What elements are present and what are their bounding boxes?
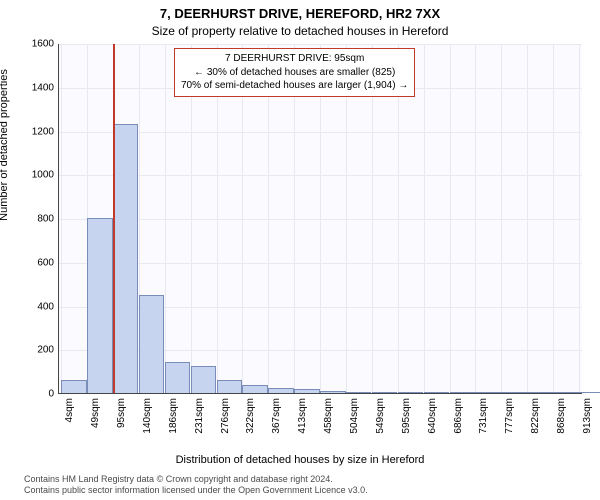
histogram-bar <box>191 366 216 393</box>
histogram-bar <box>372 392 397 393</box>
histogram-bar <box>450 392 475 393</box>
histogram-bar <box>242 385 267 393</box>
histogram-bar <box>579 392 600 393</box>
histogram-bar <box>294 389 319 393</box>
x-tick-label: 231sqm <box>194 398 205 434</box>
x-tick-label: 413sqm <box>297 398 308 434</box>
histogram-bar <box>113 124 138 393</box>
x-tick-label: 595sqm <box>401 398 412 434</box>
chart-title-main: 7, DEERHURST DRIVE, HEREFORD, HR2 7XX <box>0 6 600 21</box>
x-tick-label: 322sqm <box>245 398 256 434</box>
x-tick-label: 868sqm <box>556 398 567 434</box>
x-tick-label: 640sqm <box>427 398 438 434</box>
y-tick-label: 1200 <box>14 126 54 137</box>
histogram-bar <box>398 392 423 393</box>
x-tick-label: 777sqm <box>504 398 515 434</box>
x-tick-label: 504sqm <box>349 398 360 434</box>
property-info-box: 7 DEERHURST DRIVE: 95sqm← 30% of detache… <box>174 48 415 97</box>
x-tick-label: 276sqm <box>220 398 231 434</box>
histogram-bar <box>320 391 345 393</box>
x-tick-label: 822sqm <box>530 398 541 434</box>
y-tick-label: 400 <box>14 301 54 312</box>
info-box-line: 70% of semi-detached houses are larger (… <box>181 79 408 93</box>
x-tick-label: 186sqm <box>168 398 179 434</box>
x-tick-label: 913sqm <box>582 398 593 434</box>
x-tick-label: 367sqm <box>271 398 282 434</box>
histogram-bar <box>424 392 449 393</box>
histogram-bar <box>87 218 112 393</box>
gridline-vertical <box>527 44 528 393</box>
histogram-bar <box>268 388 293 393</box>
plot-area: 7 DEERHURST DRIVE: 95sqm← 30% of detache… <box>58 44 582 394</box>
y-tick-label: 0 <box>14 389 54 400</box>
y-tick-label: 1400 <box>14 82 54 93</box>
gridline-vertical <box>424 44 425 393</box>
x-tick-label: 458sqm <box>323 398 334 434</box>
y-tick-label: 600 <box>14 257 54 268</box>
property-marker-line <box>113 44 115 393</box>
attribution-line: Contains HM Land Registry data © Crown c… <box>24 474 368 485</box>
gridline-vertical <box>501 44 502 393</box>
x-tick-label: 731sqm <box>478 398 489 434</box>
y-tick-label: 800 <box>14 214 54 225</box>
gridline-vertical <box>165 44 166 393</box>
info-box-line: 7 DEERHURST DRIVE: 95sqm <box>181 52 408 66</box>
attribution-line: Contains public sector information licen… <box>24 485 368 496</box>
histogram-bar <box>139 295 164 393</box>
histogram-bar <box>346 392 371 393</box>
x-axis-label: Distribution of detached houses by size … <box>0 454 600 466</box>
y-tick-label: 1600 <box>14 39 54 50</box>
histogram-bar <box>61 380 86 393</box>
gridline-vertical <box>450 44 451 393</box>
gridline-vertical <box>61 44 62 393</box>
info-box-line: ← 30% of detached houses are smaller (82… <box>181 66 408 80</box>
y-axis-label: Number of detached properties <box>0 55 10 235</box>
histogram-bar <box>165 362 190 393</box>
x-tick-label: 4sqm <box>64 398 75 422</box>
chart-title-sub: Size of property relative to detached ho… <box>0 24 600 38</box>
attribution-text: Contains HM Land Registry data © Crown c… <box>24 474 368 497</box>
gridline-vertical <box>475 44 476 393</box>
gridline-vertical <box>579 44 580 393</box>
histogram-bar <box>217 380 242 393</box>
y-tick-label: 1000 <box>14 170 54 181</box>
histogram-bar <box>475 392 500 393</box>
histogram-bar <box>501 392 526 393</box>
x-tick-label: 140sqm <box>142 398 153 434</box>
x-tick-label: 95sqm <box>116 398 127 428</box>
histogram-bar <box>527 392 552 393</box>
y-tick-label: 200 <box>14 345 54 356</box>
histogram-bar <box>553 392 578 393</box>
x-tick-label: 549sqm <box>375 398 386 434</box>
x-tick-label: 49sqm <box>90 398 101 428</box>
x-tick-label: 686sqm <box>453 398 464 434</box>
gridline-vertical <box>553 44 554 393</box>
